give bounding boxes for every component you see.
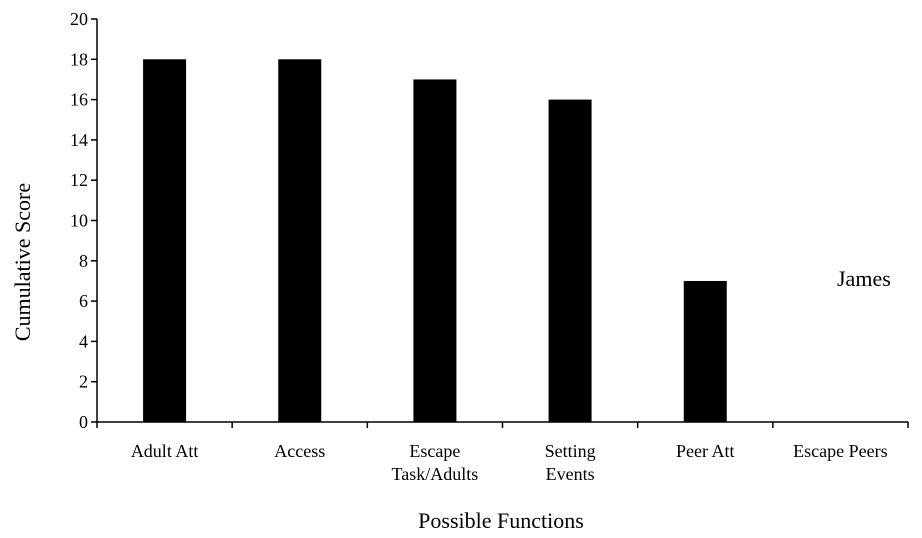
- y-tick-label: 18: [70, 49, 88, 69]
- x-axis: [96, 421, 909, 428]
- bars: [143, 59, 727, 423]
- y-tick-label: 12: [70, 170, 88, 190]
- y-tick-label: 10: [70, 211, 88, 231]
- y-tick-label: 8: [79, 251, 88, 271]
- y-tick-label: 0: [79, 412, 88, 432]
- bar: [683, 280, 727, 422]
- y-tick-label: 4: [79, 331, 88, 351]
- y-tick-label: 14: [70, 130, 88, 150]
- y-tick-label: 16: [70, 90, 88, 110]
- bar: [413, 79, 457, 422]
- chart-annotation: James: [837, 266, 891, 291]
- y-tick-label: 6: [79, 291, 88, 311]
- bar: [278, 59, 322, 423]
- x-tick-label: Access: [274, 441, 325, 461]
- y-axis-title: Cumulative Score: [10, 183, 35, 341]
- x-axis-title: Possible Functions: [418, 508, 584, 533]
- y-axis: 0 2 4 6 8 10 12 14 16 18 20: [70, 9, 98, 432]
- x-tick-label: Escape Task/Adults: [392, 441, 479, 484]
- y-tick-label: 2: [79, 372, 88, 392]
- category-labels: Adult Att Access Escape Task/Adults Setting E…: [131, 441, 888, 484]
- x-tick-label: Adult Att: [131, 441, 199, 461]
- bar: [143, 59, 187, 423]
- y-tick-label: 20: [70, 9, 88, 29]
- bar: [548, 99, 592, 422]
- x-tick-label: Setting Events: [545, 441, 596, 484]
- x-tick-label: Escape Peers: [793, 441, 887, 461]
- x-tick-label: Peer Att: [676, 441, 735, 461]
